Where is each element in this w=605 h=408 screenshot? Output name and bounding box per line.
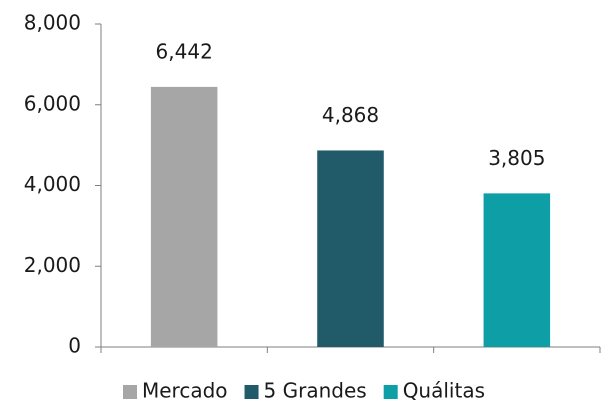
- value-label: 4,868: [322, 103, 379, 127]
- y-tick-label: 6,000: [24, 91, 81, 115]
- y-tick-label: 0: [68, 334, 81, 358]
- legend-swatch: [244, 385, 259, 399]
- y-tick-label: 2,000: [24, 253, 81, 277]
- legend-swatch: [123, 385, 137, 399]
- y-tick-label: 4,000: [24, 172, 81, 196]
- value-label: 3,805: [488, 146, 545, 170]
- bar: [483, 193, 551, 347]
- legend-label: Quálitas: [403, 379, 485, 403]
- bar: [150, 86, 218, 348]
- value-label: 6,442: [156, 39, 213, 63]
- y-tick-label: 8,000: [24, 11, 81, 35]
- legend-swatch: [383, 385, 398, 399]
- bar: [317, 150, 384, 347]
- legend-label: Mercado: [142, 379, 228, 403]
- legend-label: 5 Grandes: [264, 379, 367, 403]
